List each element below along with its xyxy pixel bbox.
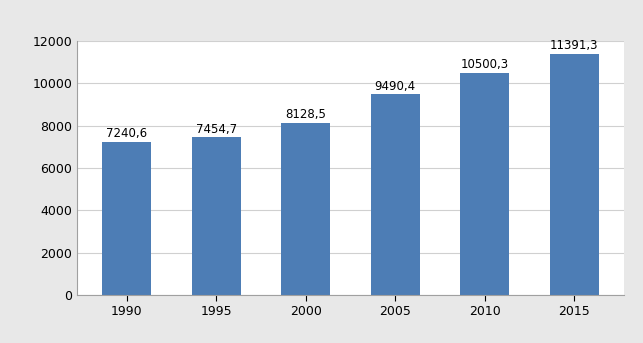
Bar — [281, 123, 331, 295]
Text: 7240,6: 7240,6 — [106, 127, 147, 140]
Text: 10500,3: 10500,3 — [460, 58, 509, 71]
Text: 9490,4: 9490,4 — [375, 80, 416, 93]
Text: 11391,3: 11391,3 — [550, 39, 599, 52]
Bar — [550, 54, 599, 295]
Bar — [102, 142, 151, 295]
Bar — [370, 94, 420, 295]
Bar — [192, 137, 240, 295]
Bar — [460, 73, 509, 295]
Text: 8128,5: 8128,5 — [285, 108, 326, 121]
Text: 7454,7: 7454,7 — [195, 122, 237, 135]
